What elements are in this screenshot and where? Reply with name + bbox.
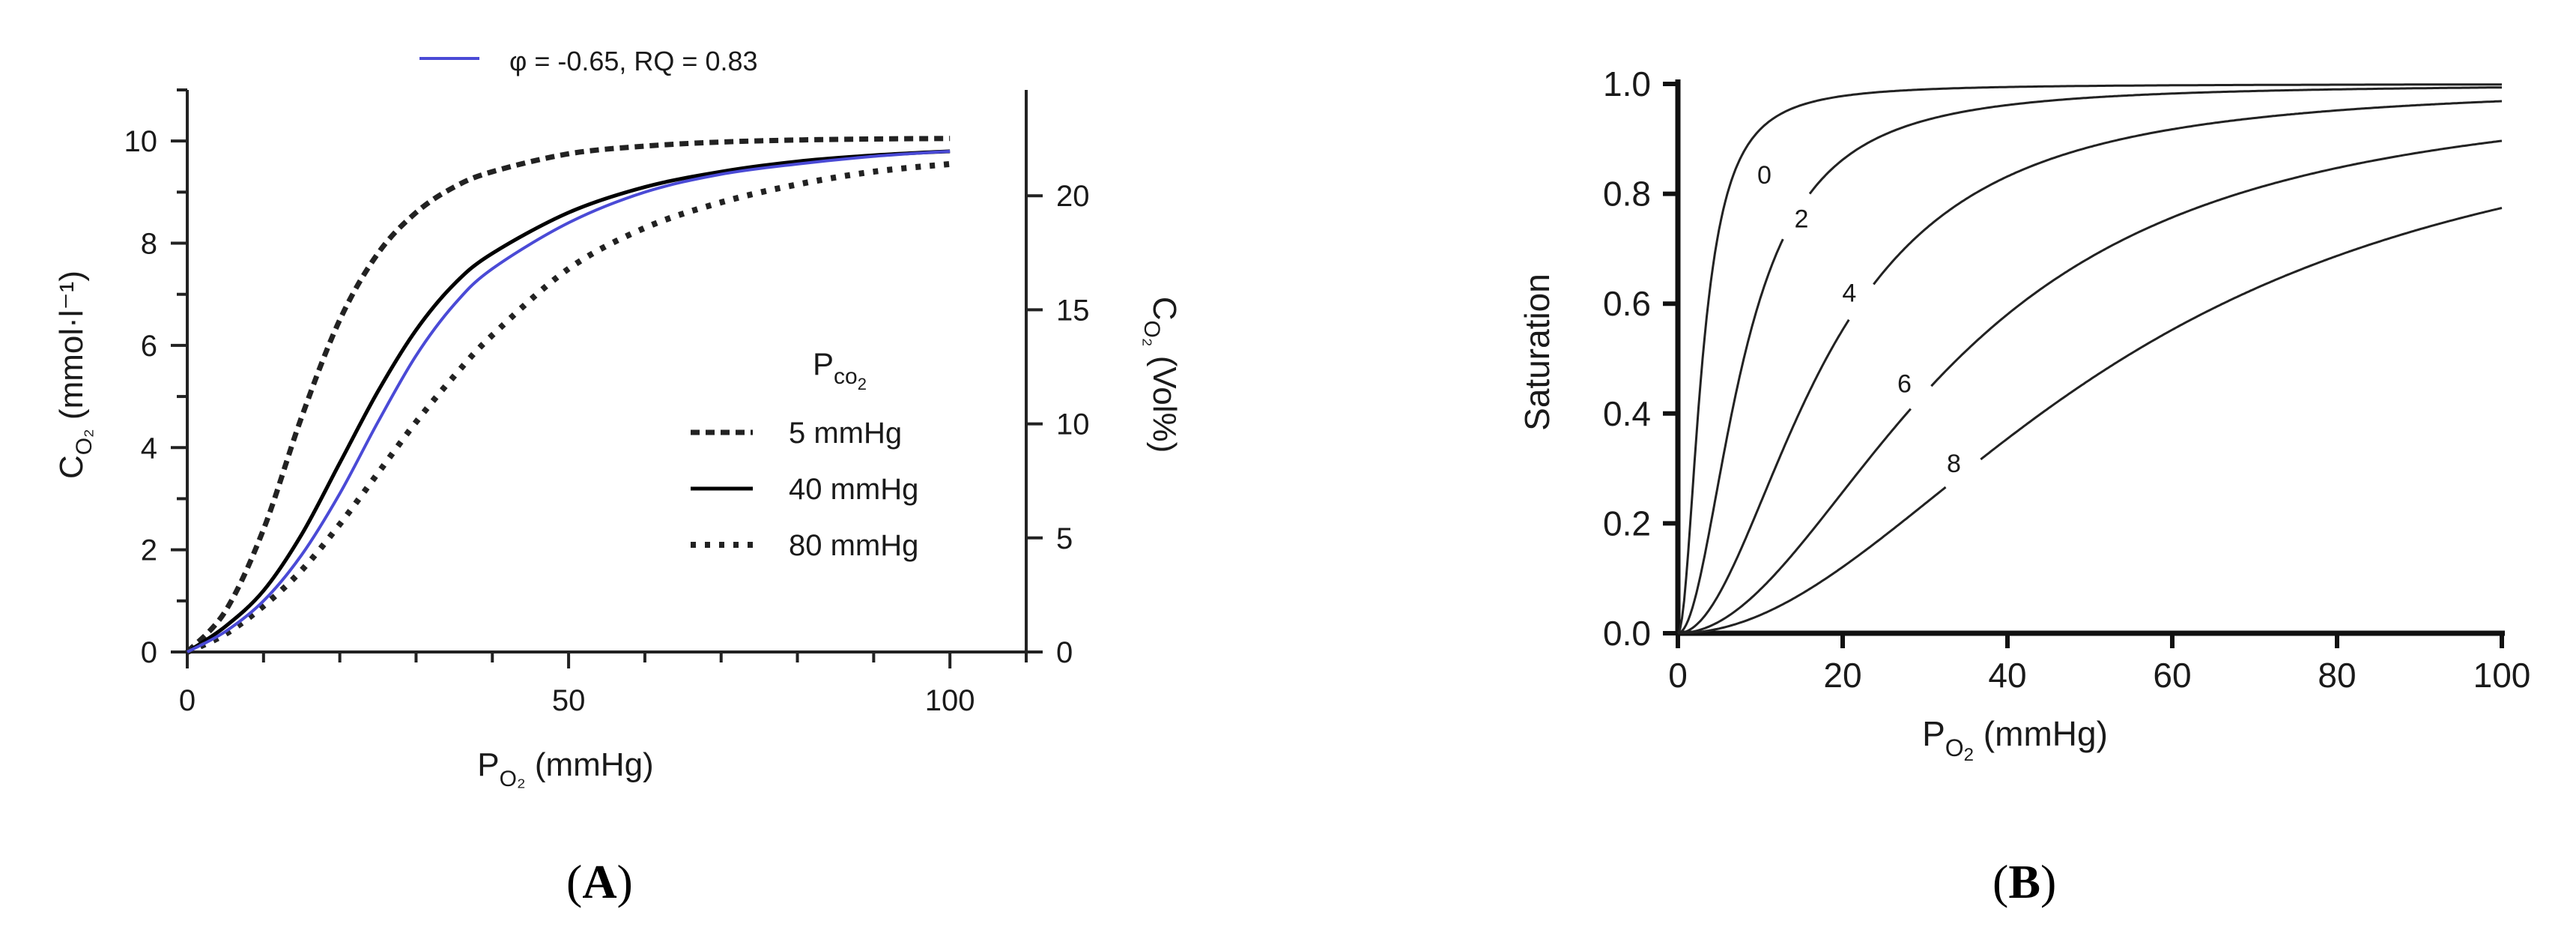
panel-b-x-tick-label: 20 — [1823, 656, 1861, 695]
panel-a-series-1 — [186, 149, 951, 654]
panel-b-curve-label-2: 2 — [1795, 205, 1809, 234]
panel-b-x-tick-label: 100 — [2473, 656, 2531, 695]
panel-a-series-2 — [186, 160, 951, 655]
panel-a-y-tick-label-left: 8 — [141, 228, 157, 261]
panel-b-curve-labels: 02 4 6 8 — [1757, 161, 1961, 478]
panel-a-series-0 — [185, 136, 951, 654]
panel-b-ylabel: Saturation — [1518, 274, 1557, 431]
panel-b-xlabel: PO2 (mmHg) — [1922, 714, 2108, 765]
panel-a-legend-label-2: 80 mmHg — [789, 529, 918, 562]
panel-a-legend-label-1: 40 mmHg — [789, 473, 918, 506]
panel-a-y-tick-label-left: 10 — [124, 125, 158, 158]
panel-b-x-tick-label: 80 — [2318, 656, 2356, 695]
panel-a-series — [185, 136, 951, 655]
panel-b-curve-4 — [1677, 100, 2503, 635]
panel-a-ylabel-left: CO₂ (mmol·l⁻¹) — [53, 271, 97, 479]
panel-b-series — [1676, 83, 2503, 635]
panel-a-y-tick-label-left: 4 — [141, 432, 157, 465]
legend-top-label: φ = -0.65, RQ = 0.83 — [509, 46, 758, 76]
panel-a-legend-label-0: 5 mmHg — [789, 417, 902, 450]
panel-a-x-tick-label: 0 — [179, 684, 196, 717]
panel-a-xlabel: PO₂ (mmHg) — [477, 746, 653, 791]
panel-b-y-tick-label: 0.0 — [1603, 614, 1651, 653]
panel-b-x-tick-label: 60 — [2153, 656, 2191, 695]
panel-b-y-tick-label: 0.6 — [1603, 284, 1651, 323]
panel-b-label: (B) — [1992, 855, 2057, 908]
panel-b-curve-label-6: 6 — [1897, 369, 1912, 398]
panel-a-y-tick-label-right: 15 — [1056, 294, 1090, 327]
panel-b-curve-2 — [1677, 86, 2502, 635]
panel-a-series-3 — [187, 149, 951, 653]
panel-b-x-tick-label: 40 — [1988, 656, 2026, 695]
panel-a-x-tick-label: 50 — [552, 684, 586, 717]
panel-b-curve-0 — [1676, 83, 2502, 634]
panel-a-y-tick-label-right: 0 — [1056, 636, 1073, 669]
panel-a-y-tick-label-left: 2 — [141, 534, 157, 567]
panel-a-y-tick-label-right: 10 — [1056, 408, 1090, 441]
panel-a-y-tick-label-right: 5 — [1056, 522, 1073, 555]
panel-a-ylabel-right: CO₂ (Vol%) — [1139, 297, 1183, 453]
panel-b-y-tick-label: 0.4 — [1603, 394, 1651, 433]
panel-a-legend-title: Pco2 — [813, 346, 867, 393]
panel-a-axes — [186, 90, 1028, 653]
panel-b-curve-6 — [1678, 139, 2503, 635]
panel-b-axes — [1675, 79, 2505, 636]
panel-a-legend: 5 mmHg 40 mmHg 80 mmHg — [691, 417, 918, 562]
panel-b-x-tick-label: 0 — [1668, 656, 1688, 695]
panel-b-curve-label-4: 4 — [1842, 280, 1856, 308]
panel-a-y-tick-label-right: 20 — [1056, 180, 1090, 213]
panel-b-y-tick-label: 1.0 — [1603, 64, 1651, 103]
panel-a-y-tick-label-left: 0 — [141, 636, 157, 669]
panel-b-curve-label-8: 8 — [1947, 450, 1961, 478]
panel-b-curve-label-0: 0 — [1757, 161, 1772, 190]
panel-a-chart: φ = -0.65, RQ = 0.83 0 50 1000246810051015… — [53, 46, 1183, 791]
panel-a-y-tick-label-left: 6 — [141, 330, 157, 363]
panel-b-curve-8 — [1678, 207, 2503, 635]
panel-a-x-tick-label: 100 — [925, 684, 975, 717]
panel-b-y-tick-label: 0.2 — [1603, 504, 1651, 543]
panel-b-y-tick-label: 0.8 — [1603, 175, 1651, 214]
panel-a-label: (A) — [566, 855, 633, 908]
